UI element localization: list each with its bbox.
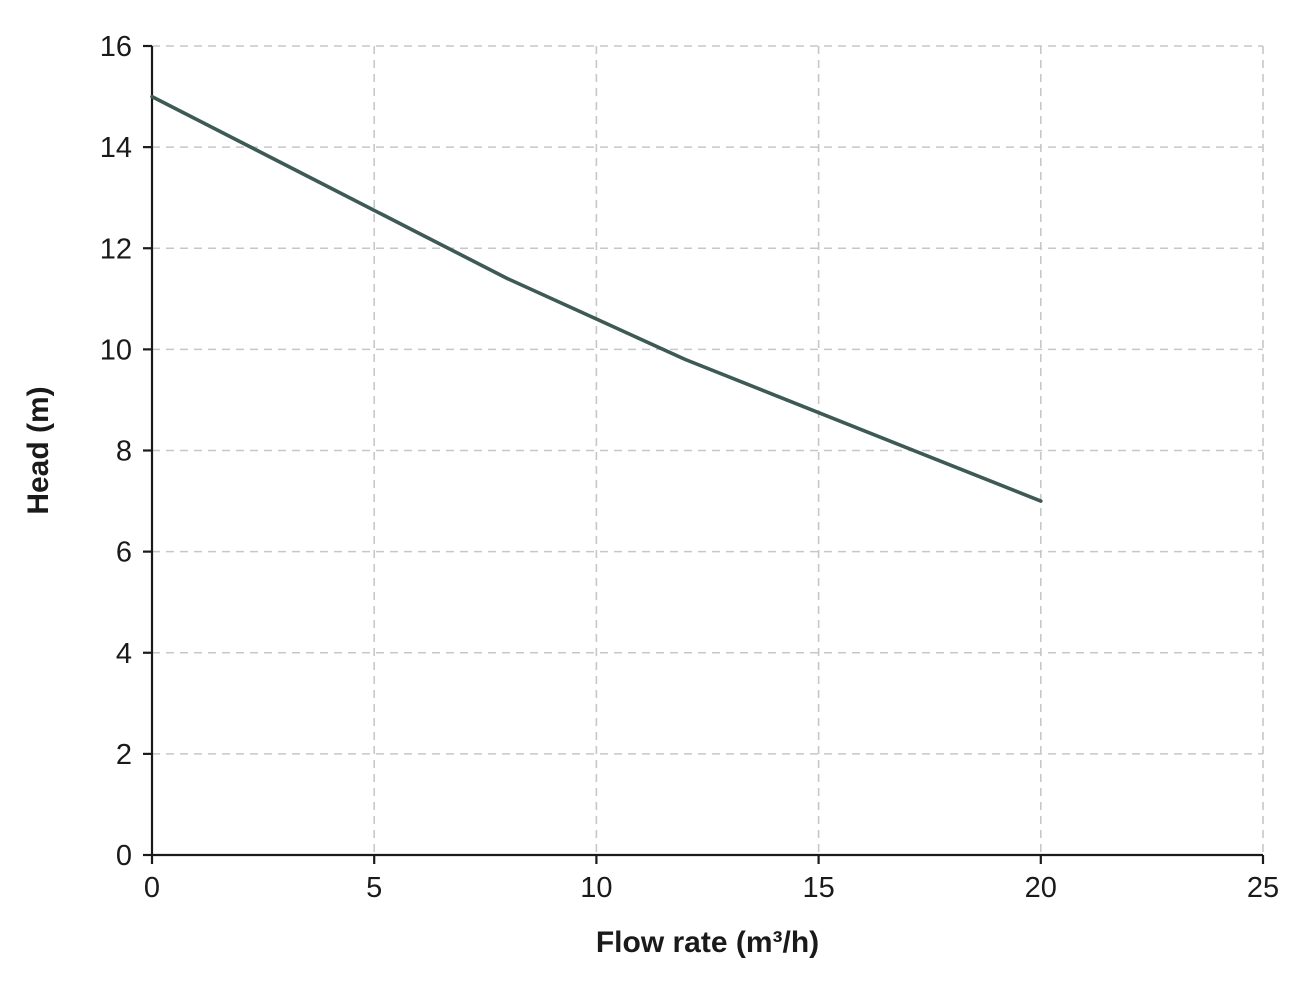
y-tick-label: 12 xyxy=(100,233,132,265)
x-tick-label: 0 xyxy=(144,872,160,904)
y-tick-label: 8 xyxy=(116,436,132,468)
x-axis-label: Flow rate (m³/h) xyxy=(596,926,819,959)
y-tick-label: 16 xyxy=(100,31,132,63)
x-tick-label: 20 xyxy=(1025,872,1057,904)
y-tick-label: 14 xyxy=(100,132,132,164)
x-tick-label: 25 xyxy=(1247,872,1279,904)
x-tick-label: 5 xyxy=(366,872,382,904)
x-tick-label: 10 xyxy=(580,872,612,904)
y-tick-label: 4 xyxy=(116,638,132,670)
x-tick-label: 15 xyxy=(802,872,834,904)
y-tick-label: 0 xyxy=(116,840,132,872)
y-tick-label: 10 xyxy=(100,334,132,366)
y-tick-label: 6 xyxy=(116,537,132,569)
y-axis-label: Head (m) xyxy=(22,386,55,514)
y-tick-label: 2 xyxy=(116,739,132,771)
series-line-pump-head-curve xyxy=(150,94,1043,503)
